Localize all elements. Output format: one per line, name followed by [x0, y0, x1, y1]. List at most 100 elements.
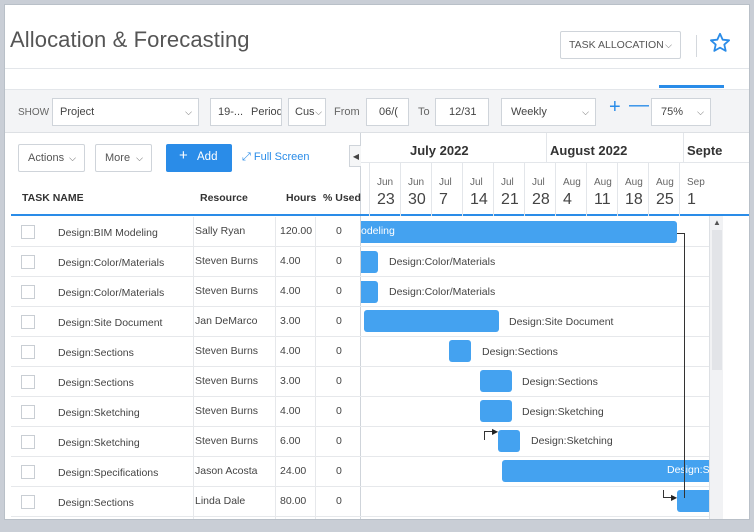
- gantt-bar[interactable]: [480, 370, 512, 392]
- table-row[interactable]: Design:BIM Modeling Sally Ryan 120.00 0: [11, 217, 361, 247]
- scrollbar-thumb[interactable]: [712, 230, 722, 370]
- zoom-in-button[interactable]: +: [609, 96, 621, 118]
- row-checkbox[interactable]: [21, 405, 35, 419]
- gantt-bar[interactable]: [364, 310, 499, 332]
- pct-used-cell: 0: [336, 255, 342, 267]
- more-button[interactable]: More ⌵: [95, 144, 152, 172]
- table-row[interactable]: Design:Sections Linda Dale 80.00 0: [11, 487, 361, 517]
- zoom-select[interactable]: 75% ⌵: [651, 98, 711, 126]
- pct-used-cell: 0: [336, 315, 342, 327]
- task-name-cell: Design:Sections: [58, 497, 134, 509]
- row-checkbox[interactable]: [21, 225, 35, 239]
- period-type-select[interactable]: Cus ⌵: [288, 98, 326, 126]
- week-month: Aug: [594, 177, 612, 188]
- resource-cell: Steven Burns: [195, 405, 259, 417]
- gantt-bar[interactable]: [480, 400, 512, 422]
- period-value: 19-...: [218, 106, 244, 118]
- hours-cell: 80.00: [280, 495, 307, 507]
- week-day: 14: [470, 191, 488, 208]
- gantt-bar[interactable]: Design:S: [502, 460, 717, 482]
- full-screen-link[interactable]: ⤢ Full Screen: [242, 151, 310, 164]
- week-day: 25: [656, 191, 674, 208]
- hours-cell: 6.00: [280, 435, 301, 447]
- gantt-bar[interactable]: [677, 490, 717, 512]
- table-row[interactable]: Design:Sketching Steven Burns 6.00 0: [11, 427, 361, 457]
- col-pct-used[interactable]: % Used: [323, 192, 361, 204]
- bar-label: Design:Sketching: [531, 435, 613, 447]
- week-month: Jul: [501, 177, 514, 188]
- row-checkbox[interactable]: [21, 285, 35, 299]
- zoom-out-button[interactable]: —: [629, 94, 649, 116]
- row-checkbox[interactable]: [21, 465, 35, 479]
- table-row[interactable]: Design:Sections Steven Burns 4.00 0: [11, 337, 361, 367]
- arrow-right-icon: ▶: [492, 427, 499, 436]
- show-select[interactable]: Project ⌵: [52, 98, 199, 126]
- timeline-months: July 2022 August 2022 Septe: [361, 133, 749, 163]
- chevron-up-icon[interactable]: ▲: [713, 218, 721, 227]
- bar-label: Design:Sketching: [522, 406, 604, 418]
- hours-cell: 4.00: [280, 405, 301, 417]
- table-row[interactable]: Design:Site Document Jan DeMarco 3.00 0: [11, 307, 361, 337]
- table-row[interactable]: Design:Specifications Jason Acosta 24.00…: [11, 457, 361, 487]
- task-name-cell: Design:Sketching: [58, 437, 140, 449]
- scale-select[interactable]: Weekly ⌵: [501, 98, 596, 126]
- view-select[interactable]: TASK ALLOCATION ⌵: [560, 31, 681, 59]
- task-name-cell: Design:Specifications: [58, 467, 159, 479]
- week-day: 7: [439, 191, 448, 208]
- pct-used-cell: 0: [336, 435, 342, 447]
- dependency-line: [663, 490, 664, 498]
- gantt-bar[interactable]: [498, 430, 520, 452]
- gantt-bar[interactable]: odeling: [361, 221, 677, 243]
- dependency-line: [677, 233, 685, 234]
- pct-used-cell: 0: [336, 405, 342, 417]
- scale-value: Weekly: [511, 106, 547, 118]
- row-checkbox[interactable]: [21, 345, 35, 359]
- show-select-value: Project: [60, 106, 95, 118]
- table-row[interactable]: Design:Color/Materials Steven Burns 4.00…: [11, 277, 361, 307]
- chevron-down-icon: ⌵: [665, 40, 672, 50]
- period-label: Period: [251, 106, 282, 118]
- add-button[interactable]: + Add: [166, 144, 232, 172]
- bar-label: odeling: [361, 225, 395, 237]
- period-select[interactable]: 19-... Period: [210, 98, 282, 126]
- task-name-cell: Design:BIM Modeling: [58, 227, 158, 239]
- col-resource[interactable]: Resource: [200, 192, 248, 204]
- pct-used-cell: 0: [336, 495, 342, 507]
- task-grid: Actions ⌵ More ⌵ + Add ⤢ Full Screen ◀ T…: [11, 133, 363, 519]
- actions-button[interactable]: Actions ⌵: [18, 144, 85, 172]
- task-name-cell: Design:Sections: [58, 377, 134, 389]
- bar-label: Design:Sections: [522, 376, 598, 388]
- row-checkbox[interactable]: [21, 435, 35, 449]
- show-label: SHOW: [18, 107, 50, 118]
- col-hours[interactable]: Hours: [286, 192, 317, 204]
- table-row[interactable]: Design:Sections Steven Burns 3.00 0: [11, 367, 361, 397]
- col-divider: [275, 217, 276, 519]
- week-month: Jul: [439, 177, 452, 188]
- table-row[interactable]: Design:Sketching Steven Burns 4.00 0: [11, 397, 361, 427]
- from-label: From: [334, 106, 360, 118]
- row-checkbox[interactable]: [21, 315, 35, 329]
- col-task-name[interactable]: TASK NAME: [22, 192, 84, 204]
- pct-used-cell: 0: [336, 465, 342, 477]
- arrow-right-icon: ▶: [671, 493, 678, 502]
- from-date-input[interactable]: 06/(: [366, 98, 409, 126]
- pct-used-cell: 0: [336, 225, 342, 237]
- vertical-scrollbar[interactable]: ▲: [709, 216, 723, 519]
- collapse-panel-button[interactable]: ◀: [349, 145, 363, 167]
- week-column: Jul 14: [462, 163, 493, 216]
- col-divider: [315, 217, 316, 519]
- chevron-down-icon: ⌵: [582, 107, 589, 117]
- gantt-bar[interactable]: [361, 281, 378, 303]
- row-checkbox[interactable]: [21, 255, 35, 269]
- star-icon[interactable]: [708, 31, 732, 55]
- bar-label: Design:Site Document: [509, 316, 614, 328]
- row-checkbox[interactable]: [21, 495, 35, 509]
- resource-cell: Linda Dale: [195, 495, 246, 507]
- chevron-down-icon: ⌵: [69, 153, 76, 163]
- row-checkbox[interactable]: [21, 375, 35, 389]
- gantt-row: [361, 397, 711, 427]
- table-row[interactable]: Design:Color/Materials Steven Burns 4.00…: [11, 247, 361, 277]
- to-date-input[interactable]: 12/31: [435, 98, 489, 126]
- gantt-bar[interactable]: [361, 251, 378, 273]
- gantt-bar[interactable]: [449, 340, 471, 362]
